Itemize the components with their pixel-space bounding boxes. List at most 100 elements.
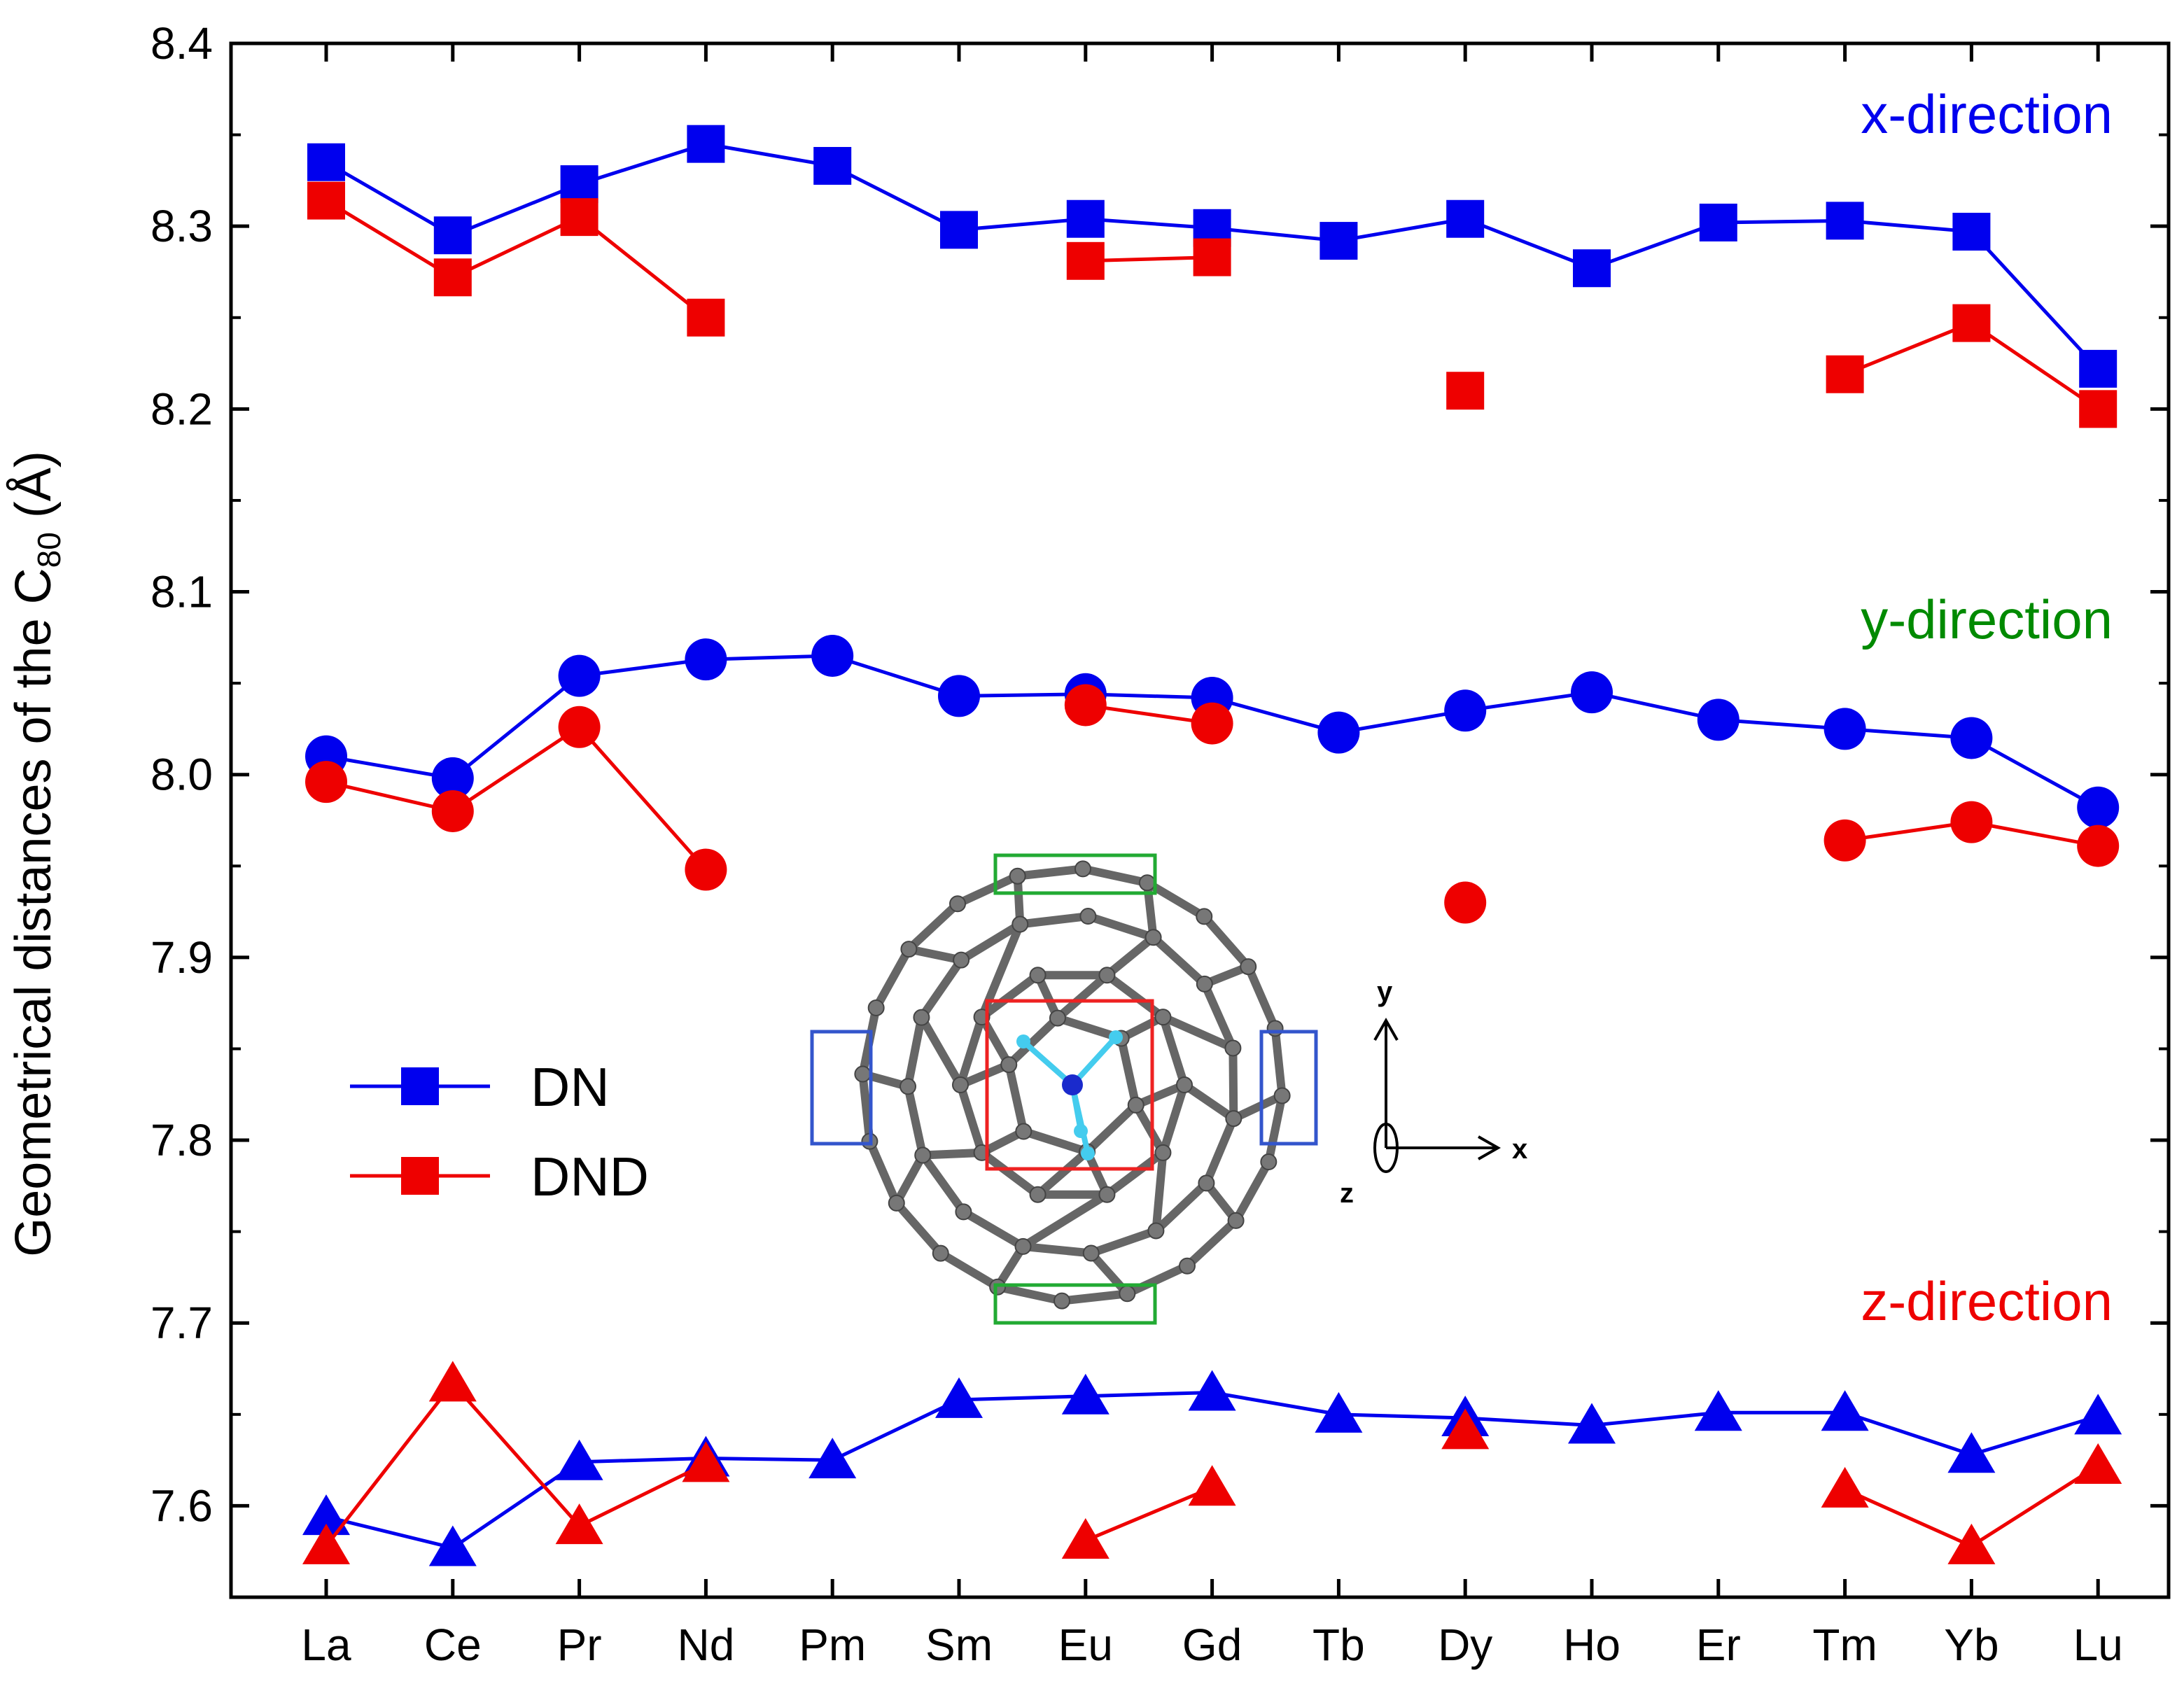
data-point-circle bbox=[558, 654, 601, 697]
bond bbox=[904, 945, 966, 964]
bond bbox=[1158, 1013, 1189, 1089]
x-tick-label: Pm bbox=[799, 1620, 866, 1670]
bond bbox=[1116, 1034, 1140, 1109]
hydrogen-atom bbox=[1081, 1146, 1095, 1160]
data-point-circle bbox=[1823, 819, 1866, 862]
data-point-triangle bbox=[1188, 1465, 1236, 1506]
series-line-segment bbox=[1844, 1410, 1973, 1457]
inset-y-label: y bbox=[1377, 976, 1393, 1007]
series-line-segment bbox=[1970, 1415, 2099, 1457]
series-line-segment bbox=[1085, 217, 1212, 230]
bond bbox=[917, 1013, 965, 1089]
x-tick-label: Ho bbox=[1563, 1620, 1620, 1670]
n-h-bond bbox=[1070, 1035, 1118, 1087]
data-point-square bbox=[1699, 203, 1737, 241]
carbon-atom bbox=[1119, 1285, 1136, 1303]
carbon-atom bbox=[1098, 1186, 1116, 1203]
bond bbox=[1270, 1024, 1287, 1100]
data-point-triangle bbox=[302, 1523, 350, 1564]
series-dnd-y bbox=[305, 684, 2120, 924]
data-point-triangle bbox=[428, 1525, 477, 1566]
n-h-bond bbox=[1070, 1084, 1091, 1154]
data-point-circle bbox=[685, 848, 727, 891]
series-dnd-x bbox=[307, 181, 2118, 428]
y-tick-label: 7.6 bbox=[150, 1480, 213, 1531]
y-axis-label: Geometrical distances of the C80 (Å) bbox=[6, 451, 67, 1257]
x-tick-label: Er bbox=[1696, 1620, 1741, 1670]
carbon-atom bbox=[900, 941, 918, 958]
data-point-square bbox=[2079, 390, 2118, 428]
bond bbox=[1182, 1216, 1240, 1270]
carbon-atom bbox=[1000, 1056, 1018, 1074]
data-point-square bbox=[687, 125, 725, 163]
series-line-segment bbox=[325, 199, 454, 279]
series-line-segment bbox=[958, 217, 1086, 232]
series-line-segment bbox=[705, 142, 833, 168]
bond bbox=[1019, 1127, 1092, 1156]
carbon-atom bbox=[989, 1278, 1007, 1296]
series-line-segment bbox=[579, 657, 706, 678]
series-line-segment bbox=[1338, 1412, 1466, 1420]
series-line-segment bbox=[326, 755, 454, 780]
y-tick-label: 7.7 bbox=[150, 1298, 213, 1348]
y-tick-label: 8.3 bbox=[150, 201, 213, 251]
data-point-circle bbox=[1064, 684, 1107, 727]
series-layer bbox=[302, 125, 2122, 1566]
data-point-circle bbox=[1823, 708, 1866, 750]
bond bbox=[953, 871, 1022, 908]
data-point-square bbox=[560, 198, 598, 237]
data-point-triangle bbox=[1947, 1432, 1996, 1473]
x-tick-label: Nd bbox=[677, 1620, 734, 1670]
carbon-atom bbox=[914, 1146, 932, 1164]
data-point-square bbox=[560, 165, 598, 204]
carbon-atom bbox=[1266, 1020, 1284, 1037]
y-axis-label-sub: 80 bbox=[31, 532, 67, 568]
carbon-atom bbox=[1082, 1244, 1100, 1262]
bond bbox=[957, 920, 1025, 964]
inset-x-arrowhead bbox=[1478, 1135, 1502, 1160]
data-point-square bbox=[1066, 199, 1105, 238]
carbon-atom bbox=[1029, 967, 1046, 984]
bond bbox=[918, 1151, 968, 1216]
x-tick-label: Pr bbox=[557, 1620, 602, 1670]
series-dnd-z bbox=[302, 1361, 2122, 1564]
bond bbox=[904, 899, 962, 954]
carbon-atom bbox=[1015, 1123, 1032, 1140]
bond bbox=[1102, 1148, 1168, 1199]
data-point-circle bbox=[431, 757, 474, 799]
data-point-circle bbox=[2077, 786, 2120, 829]
carbon-atom bbox=[1225, 1110, 1242, 1128]
bond bbox=[872, 945, 913, 1012]
y-tick-label: 8.0 bbox=[150, 750, 213, 800]
series-line-segment bbox=[326, 780, 454, 813]
legend: DN DND bbox=[350, 1056, 649, 1207]
carbon-atom bbox=[1176, 1076, 1193, 1093]
y-tick-label: 8.1 bbox=[150, 567, 213, 617]
series-line-segment bbox=[1085, 703, 1212, 726]
data-point-triangle bbox=[1821, 1466, 1869, 1508]
bond bbox=[1152, 1148, 1168, 1235]
data-point-square bbox=[1826, 202, 1864, 240]
data-point-square bbox=[687, 298, 725, 337]
bond bbox=[1013, 864, 1087, 880]
highlight-box-right bbox=[1259, 1030, 1318, 1146]
annotation-z-direction: z-direction bbox=[1861, 1270, 2113, 1332]
bond bbox=[1102, 933, 1158, 980]
carbon-atom bbox=[1154, 1144, 1172, 1161]
data-point-circle bbox=[811, 634, 854, 677]
data-point-square bbox=[940, 211, 978, 249]
carbon-atom bbox=[1273, 1087, 1291, 1104]
data-point-triangle bbox=[555, 1439, 603, 1480]
carbon-atom bbox=[1138, 874, 1156, 892]
bond bbox=[1018, 1190, 1112, 1251]
carbon-atom bbox=[932, 1244, 949, 1262]
fullerene-inset bbox=[810, 853, 1318, 1325]
carbon-atom bbox=[1098, 967, 1116, 984]
carbon-atom bbox=[949, 895, 967, 913]
data-point-square bbox=[1320, 222, 1358, 260]
series-line-segment bbox=[1844, 321, 1973, 377]
series-line-segment bbox=[578, 216, 707, 319]
series-line-segment bbox=[1338, 708, 1466, 735]
carbon-atom bbox=[1079, 908, 1097, 925]
series-line-segment bbox=[1084, 1485, 1213, 1543]
